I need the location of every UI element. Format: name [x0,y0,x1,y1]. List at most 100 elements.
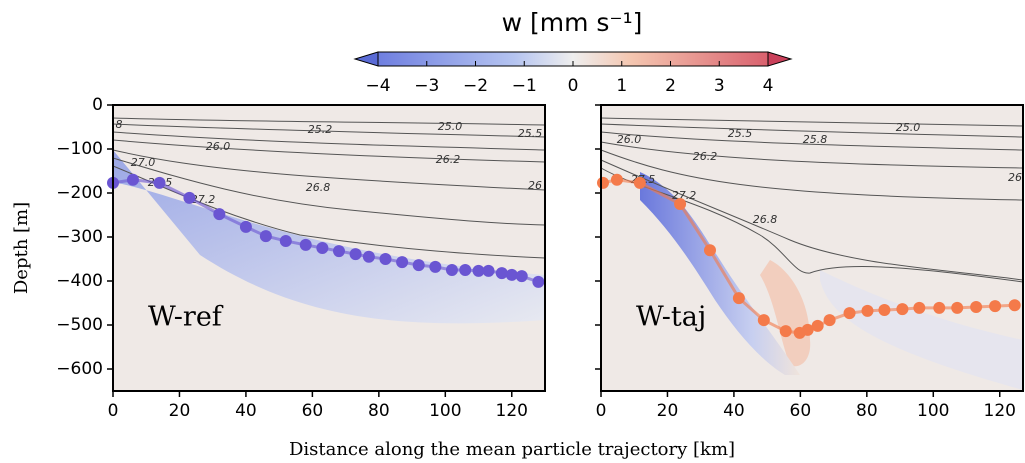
trajectory-point [843,307,856,320]
trajectory-point [596,176,609,189]
trajectory-point [445,264,458,276]
plot-frame [600,104,1024,392]
colorbar-tick-label: −1 [512,76,537,96]
isopycnal [600,149,1024,201]
trajectory-point [913,301,926,314]
isopycnal [112,139,546,163]
isopycnal [112,149,546,191]
trajectory-point [896,303,909,316]
contour-label: 27.0 [131,156,156,169]
trajectory-point [801,323,814,336]
isopycnal [112,157,546,226]
trajectory-point [412,259,425,272]
x-tick-label: 60 [790,401,812,421]
trajectory-point [316,242,329,254]
colorbar-extend [353,51,379,67]
trajectory-point [396,256,409,269]
x-tick-label: 80 [856,401,878,421]
trajectory-point [349,248,362,261]
trajectory-point [183,191,196,204]
x-tick-label: 120 [496,401,528,421]
trajectory-point [674,198,687,210]
colorbar-tick-label: −2 [463,76,488,96]
isopycnal [600,131,1024,151]
colorbar-tick-label: −3 [414,76,439,96]
trajectory-point [610,173,623,186]
contour-label: 25.2 [308,123,333,136]
x-tick-label: 100 [429,401,461,421]
contour-label: 25.5 [728,127,753,140]
contour-label: 26.8 [753,213,778,226]
x-tick-label: 40 [723,401,745,421]
contour-label: 26.2 [693,150,718,163]
isopycnal [112,117,546,126]
x-tick-label: 0 [108,401,119,421]
trajectory-point [505,268,518,281]
x-tick-label: 80 [368,401,390,421]
trajectory-point [933,301,946,314]
x-tick-label: 20 [657,401,679,421]
colorbar-tick-label: 0 [568,76,579,96]
panel: 825.225.025.526.026.227.027.527.226.8260… [56,95,546,421]
contour-label: 26.8 [306,181,331,194]
y-tick-label: −300 [56,227,103,247]
contour-label: 25.5 [518,127,543,140]
isopycnal [600,123,1024,138]
y-tick-label: −400 [56,271,103,291]
colorbar-tick-label: −4 [365,76,390,96]
trajectory-point [703,244,716,257]
x-tick-label: 20 [169,401,191,421]
trajectory-point [459,264,472,276]
x-tick-label: 60 [302,401,324,421]
colorbar-tick-label: 3 [714,76,725,96]
contour-label: 26.0 [206,140,231,153]
trajectory-point [811,319,824,332]
trajectory-point [126,173,139,186]
colorbar-tick-label: 1 [616,76,627,96]
contour-label: 26.2 [436,153,461,166]
panel-label: W-ref [148,302,224,333]
colorbar-title: w [mm s⁻¹] [502,8,643,37]
isopycnal [600,167,1024,283]
y-tick-label: −100 [56,139,103,159]
trajectory-point [515,270,528,283]
isopycnal [112,131,546,151]
panel: 26.025.525.025.826.227.527.226.826020406… [595,104,1024,421]
x-tick-label: 40 [235,401,257,421]
trajectory-point [279,234,292,247]
velocity-field [820,270,1023,390]
y-tick-label: −500 [56,315,103,335]
trajectory-point [779,325,792,338]
trajectory-point [213,208,226,221]
y-tick-label: −600 [56,359,103,379]
contour-label: 8 [116,118,123,131]
trajectory-point [1008,299,1021,312]
trajectory-point [951,301,964,314]
trajectory-point [379,253,392,265]
trajectory-point [299,238,312,251]
trajectory-point [823,314,836,327]
trajectory-point [362,250,375,263]
trajectory-point [429,260,442,273]
contour-label: 25.0 [896,121,921,134]
contour-label: 26 [528,179,542,192]
plot-frame [112,104,546,392]
trajectory-point [332,245,345,258]
trajectory-point [259,230,272,243]
trajectory-point [878,304,891,317]
trajectory-point [482,264,495,277]
trajectory-point [532,275,545,288]
isopycnal [112,123,546,138]
x-tick-label: 120 [984,401,1016,421]
trajectory-point [153,176,166,189]
trajectory-line [602,178,1015,335]
velocity-field [760,260,811,367]
trajectory-point [472,264,485,277]
panel-label: W-taj [636,302,706,333]
x-axis-label: Distance along the mean particle traject… [289,439,735,460]
contour-label: 26.0 [617,133,642,146]
trajectory-point [633,176,646,189]
colorbar-extend [767,51,793,67]
